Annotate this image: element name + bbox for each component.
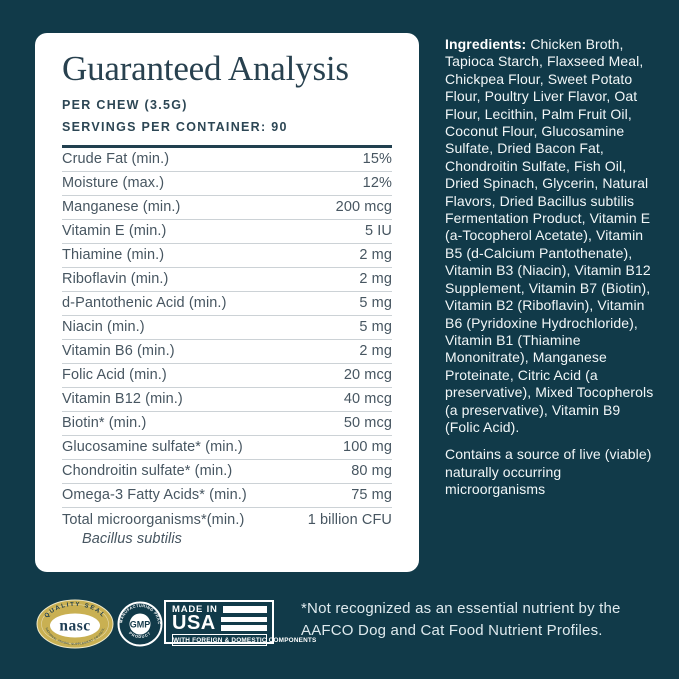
nutrient-label: Riboflavin (min.) (62, 271, 169, 287)
nutrient-label: Vitamin B12 (min.) (62, 391, 183, 407)
nutrient-value: 5 mg (359, 319, 392, 335)
nasc-quality-seal-icon: QUALITY SEAL nasc NATIONAL ANIMAL SUPPLE… (36, 599, 114, 649)
ingredients-paragraph: Ingredients: Chicken Broth, Tapioca Star… (445, 36, 657, 436)
nutrient-label: Biotin* (min.) (62, 415, 147, 431)
table-row: Thiamine (min.) 2 mg (62, 244, 392, 268)
usa-label: USA (172, 612, 216, 634)
table-row: Biotin* (min.) 50 mcg (62, 412, 392, 436)
contains-note: Contains a source of live (viable) natur… (445, 446, 652, 498)
table-row: Moisture (max.) 12% (62, 172, 392, 196)
nutrient-sublabel: Bacillus subtilis (82, 531, 183, 547)
header-rule (62, 145, 392, 148)
table-row: Riboflavin (min.) 2 mg (62, 268, 392, 292)
made-in-usa-badge: MADE IN USA WITH FOREIGN & DOMESTIC COMP… (164, 600, 316, 646)
nutrient-value: 40 mcg (343, 391, 392, 407)
table-row: Vitamin B12 (min.) 40 mcg (62, 388, 392, 412)
nutrient-label: Thiamine (min.) (62, 247, 165, 263)
usa-stripes-icon (220, 616, 267, 631)
nutrient-value: 2 mg (359, 271, 392, 287)
nutrient-value: 5 IU (365, 223, 392, 239)
nutrient-value: 20 mcg (343, 367, 392, 383)
nutrient-label: Glucosamine sulfate* (min.) (62, 439, 243, 455)
table-row: Glucosamine sulfate* (min.) 100 mg (62, 436, 392, 460)
nutrient-label: Manganese (min.) (62, 199, 181, 215)
nutrient-label: Vitamin E (min.) (62, 223, 167, 239)
nutrient-value: 2 mg (359, 247, 392, 263)
nutrient-label: Folic Acid (min.) (62, 367, 167, 383)
nutrient-label: Vitamin B6 (min.) (62, 343, 175, 359)
table-row: Vitamin E (min.) 5 IU (62, 220, 392, 244)
nutrient-value: 50 mcg (343, 415, 392, 431)
usa-badge-row2: USA (172, 612, 267, 634)
nutrient-value: 15% (362, 151, 392, 167)
nutrient-label: Chondroitin sulfate* (min.) (62, 463, 233, 479)
ingredients-column: Ingredients: Chicken Broth, Tapioca Star… (445, 36, 657, 499)
nutrient-label: Niacin (min.) (62, 319, 145, 335)
made-in-label: MADE IN (172, 604, 218, 615)
nutrient-label: Moisture (max.) (62, 175, 165, 191)
nutrient-label: d-Pantothenic Acid (min.) (62, 295, 227, 311)
table-row: Omega-3 Fatty Acids* (min.) 75 mg (62, 484, 392, 508)
table-row: Chondroitin sulfate* (min.) 80 mg (62, 460, 392, 484)
svg-text:nasc: nasc (59, 618, 90, 635)
usa-badge-row1: MADE IN (172, 605, 267, 614)
table-row: d-Pantothenic Acid (min.) 5 mg (62, 292, 392, 316)
table-row: Vitamin B6 (min.) 2 mg (62, 340, 392, 364)
ingredients-label: Ingredients: (445, 36, 527, 52)
usa-stripe-icon (222, 606, 267, 613)
nutrient-value: 1 billion CFU (307, 512, 392, 528)
usa-components-label: WITH FOREIGN & DOMESTIC COMPONENTS (172, 634, 316, 646)
nutrient-label: Omega-3 Fatty Acids* (min.) (62, 487, 247, 503)
gmp-seal-icon: GOOD MANUFACTURING PRACTICES GMP PRODUCT (117, 601, 163, 647)
svg-text:GMP: GMP (130, 620, 151, 630)
nutrient-value: 5 mg (359, 295, 392, 311)
nutrient-value: 2 mg (359, 343, 392, 359)
table-row: Total microorganisms*(min.) 1 billion CFU… (62, 508, 392, 551)
ingredients-text: Chicken Broth, Tapioca Starch, Flaxseed … (445, 36, 654, 435)
nutrient-value: 200 mcg (335, 199, 392, 215)
nutrient-value: 100 mg (343, 439, 392, 455)
aafco-footnote: *Not recognized as an essential nutrient… (301, 600, 621, 639)
table-row: Crude Fat (min.) 15% (62, 148, 392, 172)
per-chew-label: PER CHEW (3.5G) (62, 98, 188, 112)
table-row: Niacin (min.) 5 mg (62, 316, 392, 340)
nutrient-value: 75 mg (351, 487, 392, 503)
analysis-table: Crude Fat (min.) 15% Moisture (max.) 12% Man… (62, 148, 392, 551)
nutrient-label: Crude Fat (min.) (62, 151, 170, 167)
nutrient-value: 12% (362, 175, 392, 191)
table-row: Manganese (min.) 200 mcg (62, 196, 392, 220)
nutrient-label: Total microorganisms*(min.) (62, 512, 245, 528)
card-title: Guaranteed Analysis (62, 49, 349, 88)
nutrient-value: 80 mg (351, 463, 392, 479)
table-row: Folic Acid (min.) 20 mcg (62, 364, 392, 388)
servings-label: SERVINGS PER CONTAINER: 90 (62, 120, 288, 134)
svg-text:PRODUCT: PRODUCT (128, 630, 152, 639)
guaranteed-analysis-card: Guaranteed Analysis PER CHEW (3.5G) SERV… (35, 33, 419, 572)
